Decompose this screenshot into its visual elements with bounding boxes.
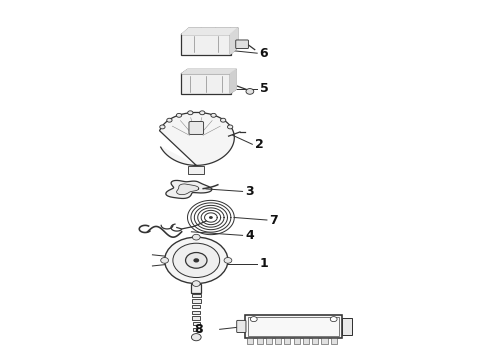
FancyBboxPatch shape — [192, 299, 200, 302]
Circle shape — [193, 234, 200, 240]
FancyBboxPatch shape — [275, 338, 281, 344]
Text: 5: 5 — [260, 82, 269, 95]
FancyBboxPatch shape — [266, 338, 272, 344]
Circle shape — [224, 257, 232, 263]
Polygon shape — [182, 28, 238, 35]
Text: 3: 3 — [245, 185, 254, 198]
Circle shape — [173, 243, 220, 278]
Circle shape — [192, 334, 201, 341]
Polygon shape — [176, 184, 199, 195]
FancyBboxPatch shape — [181, 34, 231, 55]
FancyBboxPatch shape — [236, 40, 248, 49]
Circle shape — [227, 125, 233, 129]
FancyBboxPatch shape — [193, 322, 200, 325]
Circle shape — [188, 111, 193, 115]
Text: 7: 7 — [270, 213, 278, 226]
FancyBboxPatch shape — [192, 305, 200, 308]
Circle shape — [199, 111, 205, 115]
Polygon shape — [230, 28, 238, 54]
Text: 2: 2 — [255, 138, 264, 151]
Circle shape — [165, 237, 228, 284]
Circle shape — [194, 258, 199, 262]
FancyBboxPatch shape — [342, 318, 352, 335]
Text: 4: 4 — [245, 229, 254, 242]
FancyBboxPatch shape — [257, 338, 263, 344]
Circle shape — [250, 317, 257, 321]
FancyBboxPatch shape — [285, 338, 291, 344]
Polygon shape — [230, 69, 236, 93]
Circle shape — [220, 118, 226, 122]
Circle shape — [330, 317, 337, 321]
Text: 8: 8 — [194, 323, 202, 336]
FancyBboxPatch shape — [303, 338, 309, 344]
FancyBboxPatch shape — [245, 315, 343, 338]
Circle shape — [209, 216, 213, 219]
FancyBboxPatch shape — [193, 316, 200, 320]
Polygon shape — [166, 180, 212, 198]
FancyBboxPatch shape — [294, 338, 300, 344]
Circle shape — [167, 118, 172, 122]
FancyBboxPatch shape — [189, 166, 204, 174]
Circle shape — [160, 125, 165, 129]
FancyBboxPatch shape — [312, 338, 318, 344]
FancyBboxPatch shape — [237, 320, 246, 333]
FancyBboxPatch shape — [192, 311, 200, 314]
Text: 6: 6 — [260, 47, 268, 60]
FancyBboxPatch shape — [321, 338, 327, 344]
Polygon shape — [182, 69, 236, 74]
Circle shape — [246, 89, 254, 94]
FancyBboxPatch shape — [192, 284, 201, 293]
FancyBboxPatch shape — [193, 328, 200, 331]
FancyBboxPatch shape — [189, 122, 203, 134]
Polygon shape — [160, 112, 234, 165]
FancyBboxPatch shape — [181, 73, 231, 94]
Circle shape — [186, 252, 207, 268]
FancyBboxPatch shape — [331, 338, 337, 344]
FancyBboxPatch shape — [192, 294, 201, 297]
Text: 1: 1 — [260, 257, 269, 270]
FancyBboxPatch shape — [247, 338, 253, 344]
Circle shape — [176, 113, 182, 117]
Circle shape — [193, 281, 200, 287]
Circle shape — [211, 113, 216, 117]
Circle shape — [161, 257, 169, 263]
